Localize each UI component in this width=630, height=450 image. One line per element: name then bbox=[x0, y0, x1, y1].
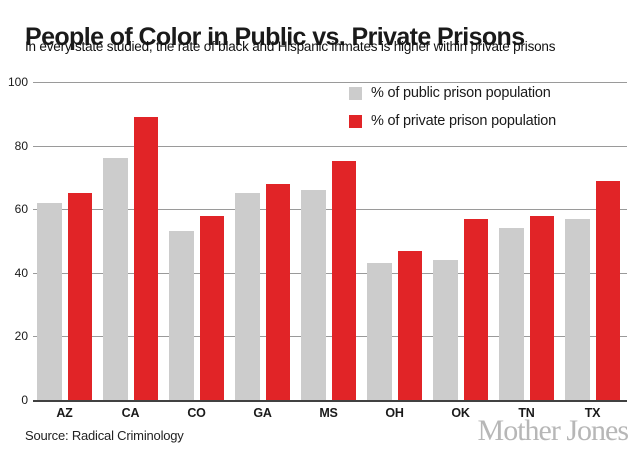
y-axis-label-40: 40 bbox=[14, 266, 28, 280]
bar-group-TX bbox=[565, 181, 620, 400]
bar-OK-public bbox=[433, 260, 458, 400]
gridline-y-80 bbox=[33, 146, 627, 147]
bar-MS-public bbox=[301, 190, 326, 400]
y-axis-label-20: 20 bbox=[14, 329, 28, 343]
bar-group-AZ bbox=[37, 193, 92, 400]
bar-TX-private bbox=[596, 181, 620, 400]
bar-CO-public bbox=[169, 231, 194, 400]
x-axis-label-CA: CA bbox=[121, 406, 140, 420]
x-axis-label-TX: TX bbox=[584, 406, 601, 420]
bar-CO-private bbox=[200, 216, 224, 400]
x-axis-category-labels: AZ CA CO GA MS OH OK TN TX bbox=[37, 406, 620, 420]
bar-OH-public bbox=[367, 263, 392, 400]
x-axis-label-CO: CO bbox=[187, 406, 206, 420]
bar-TN-public bbox=[499, 228, 524, 400]
bar-MS-private bbox=[332, 161, 356, 400]
gridline-y-100 bbox=[33, 82, 627, 83]
bar-group-GA bbox=[235, 184, 290, 400]
bar-CA-private bbox=[134, 117, 158, 400]
legend-swatch-icon bbox=[349, 114, 362, 128]
y-axis-label-100: 100 bbox=[7, 75, 28, 89]
bar-chart-plot-area bbox=[33, 82, 627, 402]
bar-CA-public bbox=[103, 158, 128, 400]
legend-label: % of public prison population bbox=[371, 85, 551, 101]
x-axis-label-OK: OK bbox=[451, 406, 470, 420]
x-axis-label-OH: OH bbox=[385, 406, 404, 420]
bars-layer bbox=[37, 82, 620, 400]
y-axis-label-0: 0 bbox=[21, 393, 28, 407]
bar-GA-private bbox=[266, 184, 290, 400]
legend-item-public: % of public prison population bbox=[349, 85, 556, 101]
legend-item-private: % of private prison population bbox=[349, 113, 556, 129]
legend-swatch-icon bbox=[349, 86, 362, 100]
bar-group-CO bbox=[169, 216, 224, 400]
gridline-y-20 bbox=[33, 336, 627, 337]
gridline-y-60 bbox=[33, 209, 627, 210]
bar-AZ-public bbox=[37, 203, 62, 400]
bar-group-CA bbox=[103, 117, 158, 400]
bar-TN-private bbox=[530, 216, 554, 400]
y-axis-label-80: 80 bbox=[14, 139, 28, 153]
x-axis-label-GA: GA bbox=[253, 406, 272, 420]
x-axis-label-TN: TN bbox=[518, 406, 535, 420]
bar-group-TN bbox=[499, 216, 554, 400]
bar-group-OH bbox=[367, 251, 422, 400]
mother-jones-logo: Mother Jones bbox=[477, 414, 629, 447]
page-title: People of Color in Public vs. Private Pr… bbox=[25, 22, 525, 51]
x-axis-label-MS: MS bbox=[319, 406, 338, 420]
bar-group-MS bbox=[301, 161, 356, 400]
chart-legend: % of public prison population % of privat… bbox=[349, 85, 556, 141]
x-axis-label-AZ: AZ bbox=[56, 406, 73, 420]
gridline-y-40 bbox=[33, 273, 627, 274]
bar-OH-private bbox=[398, 251, 422, 400]
y-axis-label-60: 60 bbox=[14, 202, 28, 216]
bar-AZ-private bbox=[68, 193, 92, 400]
bar-GA-public bbox=[235, 193, 260, 400]
bar-OK-private bbox=[464, 219, 488, 400]
source-credit: Source: Radical Criminology bbox=[25, 428, 184, 443]
legend-label: % of private prison population bbox=[371, 113, 557, 129]
bar-group-OK bbox=[433, 219, 488, 400]
bar-TX-public bbox=[565, 219, 590, 400]
chart-subtitle: In every state studied, the rate of blac… bbox=[25, 39, 556, 54]
